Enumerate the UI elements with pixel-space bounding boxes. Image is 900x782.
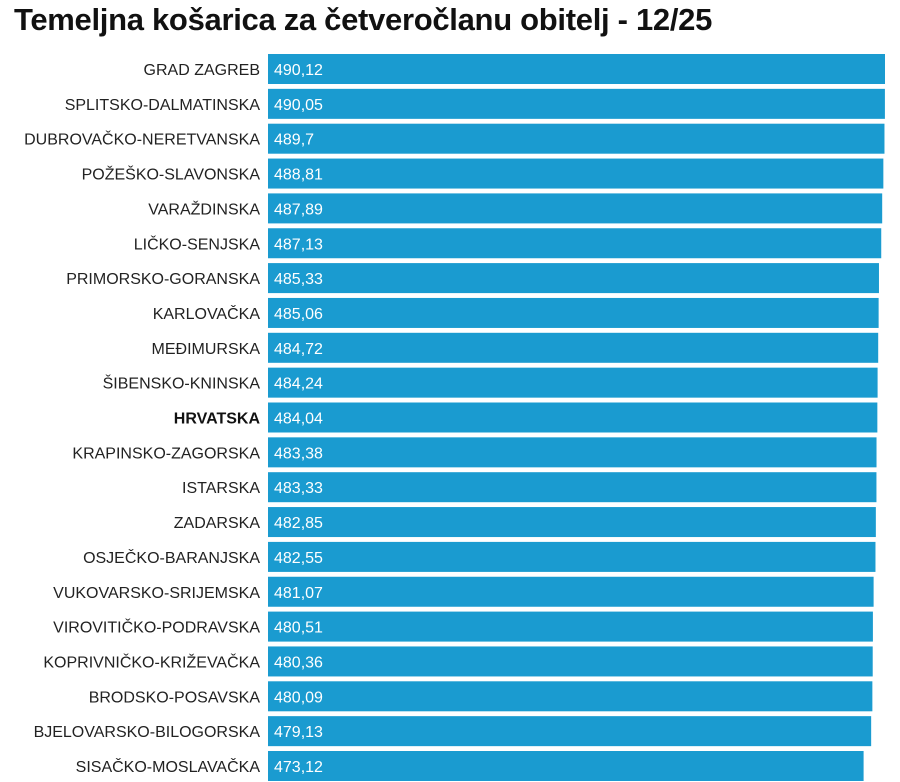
category-label: ISTARSKA bbox=[182, 480, 260, 497]
value-label: 488,81 bbox=[274, 167, 323, 184]
category-label: ZADARSKA bbox=[174, 515, 261, 532]
value-label: 480,09 bbox=[274, 689, 323, 706]
category-label: DUBROVAČKO-NERETVANSKA bbox=[24, 130, 260, 149]
category-label: SISAČKO-MOSLAVAČKA bbox=[76, 757, 261, 776]
value-label: 485,06 bbox=[274, 306, 323, 323]
value-label: 480,36 bbox=[274, 654, 323, 671]
value-label: 484,72 bbox=[274, 341, 323, 358]
bar bbox=[268, 681, 873, 712]
category-label: PRIMORSKO-GORANSKA bbox=[66, 271, 260, 288]
category-label: GRAD ZAGREB bbox=[144, 62, 260, 79]
category-label: SPLITSKO-DALMATINSKA bbox=[65, 97, 261, 114]
category-label: KRAPINSKO-ZAGORSKA bbox=[72, 445, 260, 462]
category-label: ŠIBENSKO-KNINSKA bbox=[103, 374, 261, 393]
bar bbox=[268, 437, 877, 468]
category-label: VIROVITIČKO-PODRAVSKA bbox=[53, 618, 260, 637]
category-label: HRVATSKA bbox=[174, 411, 261, 428]
bar bbox=[268, 507, 876, 538]
bar bbox=[268, 54, 885, 84]
category-label: VARAŽDINSKA bbox=[148, 199, 260, 218]
bar bbox=[268, 263, 879, 294]
category-label: BRODSKO-POSAVSKA bbox=[89, 689, 261, 706]
bar bbox=[268, 88, 885, 119]
value-label: 485,33 bbox=[274, 271, 323, 288]
bar bbox=[268, 716, 872, 747]
value-label: 481,07 bbox=[274, 585, 323, 602]
bar bbox=[268, 472, 877, 503]
value-label: 483,33 bbox=[274, 480, 323, 497]
category-label: MEĐIMURSKA bbox=[152, 341, 261, 358]
category-label: BJELOVARSKO-BILOGORSKA bbox=[34, 724, 261, 741]
category-label: OSJEČKO-BARANJSKA bbox=[83, 548, 260, 567]
bar bbox=[268, 402, 878, 433]
bar bbox=[268, 158, 884, 189]
value-label: 490,05 bbox=[274, 97, 323, 114]
value-label: 489,7 bbox=[274, 132, 314, 149]
bar bbox=[268, 123, 885, 154]
bar bbox=[268, 193, 883, 224]
bar bbox=[268, 367, 878, 398]
category-label: VUKOVARSKO-SRIJEMSKA bbox=[53, 585, 260, 602]
value-label: 480,51 bbox=[274, 620, 323, 637]
value-label: 484,04 bbox=[274, 411, 323, 428]
value-label: 490,12 bbox=[274, 62, 323, 79]
value-label: 483,38 bbox=[274, 445, 323, 462]
bar bbox=[268, 611, 873, 642]
bar bbox=[268, 297, 879, 328]
chart-title: Temeljna košarica za četveročlanu obitel… bbox=[14, 2, 713, 37]
category-label: POŽEŠKO-SLAVONSKA bbox=[82, 165, 261, 184]
value-label: 479,13 bbox=[274, 724, 323, 741]
bar bbox=[268, 646, 873, 677]
category-label: KOPRIVNIČKO-KRIŽEVAČKA bbox=[43, 652, 260, 671]
value-label: 482,85 bbox=[274, 515, 323, 532]
value-label: 482,55 bbox=[274, 550, 323, 567]
value-label: 473,12 bbox=[274, 759, 323, 776]
value-label: 487,13 bbox=[274, 236, 323, 253]
category-label: KARLOVAČKA bbox=[153, 304, 261, 323]
bar bbox=[268, 751, 864, 781]
bar bbox=[268, 541, 876, 572]
bar bbox=[268, 332, 879, 363]
value-label: 487,89 bbox=[274, 201, 323, 218]
bar bbox=[268, 228, 882, 259]
bar bbox=[268, 576, 874, 607]
category-label: LIČKO-SENJSKA bbox=[134, 234, 261, 253]
value-label: 484,24 bbox=[274, 376, 323, 393]
